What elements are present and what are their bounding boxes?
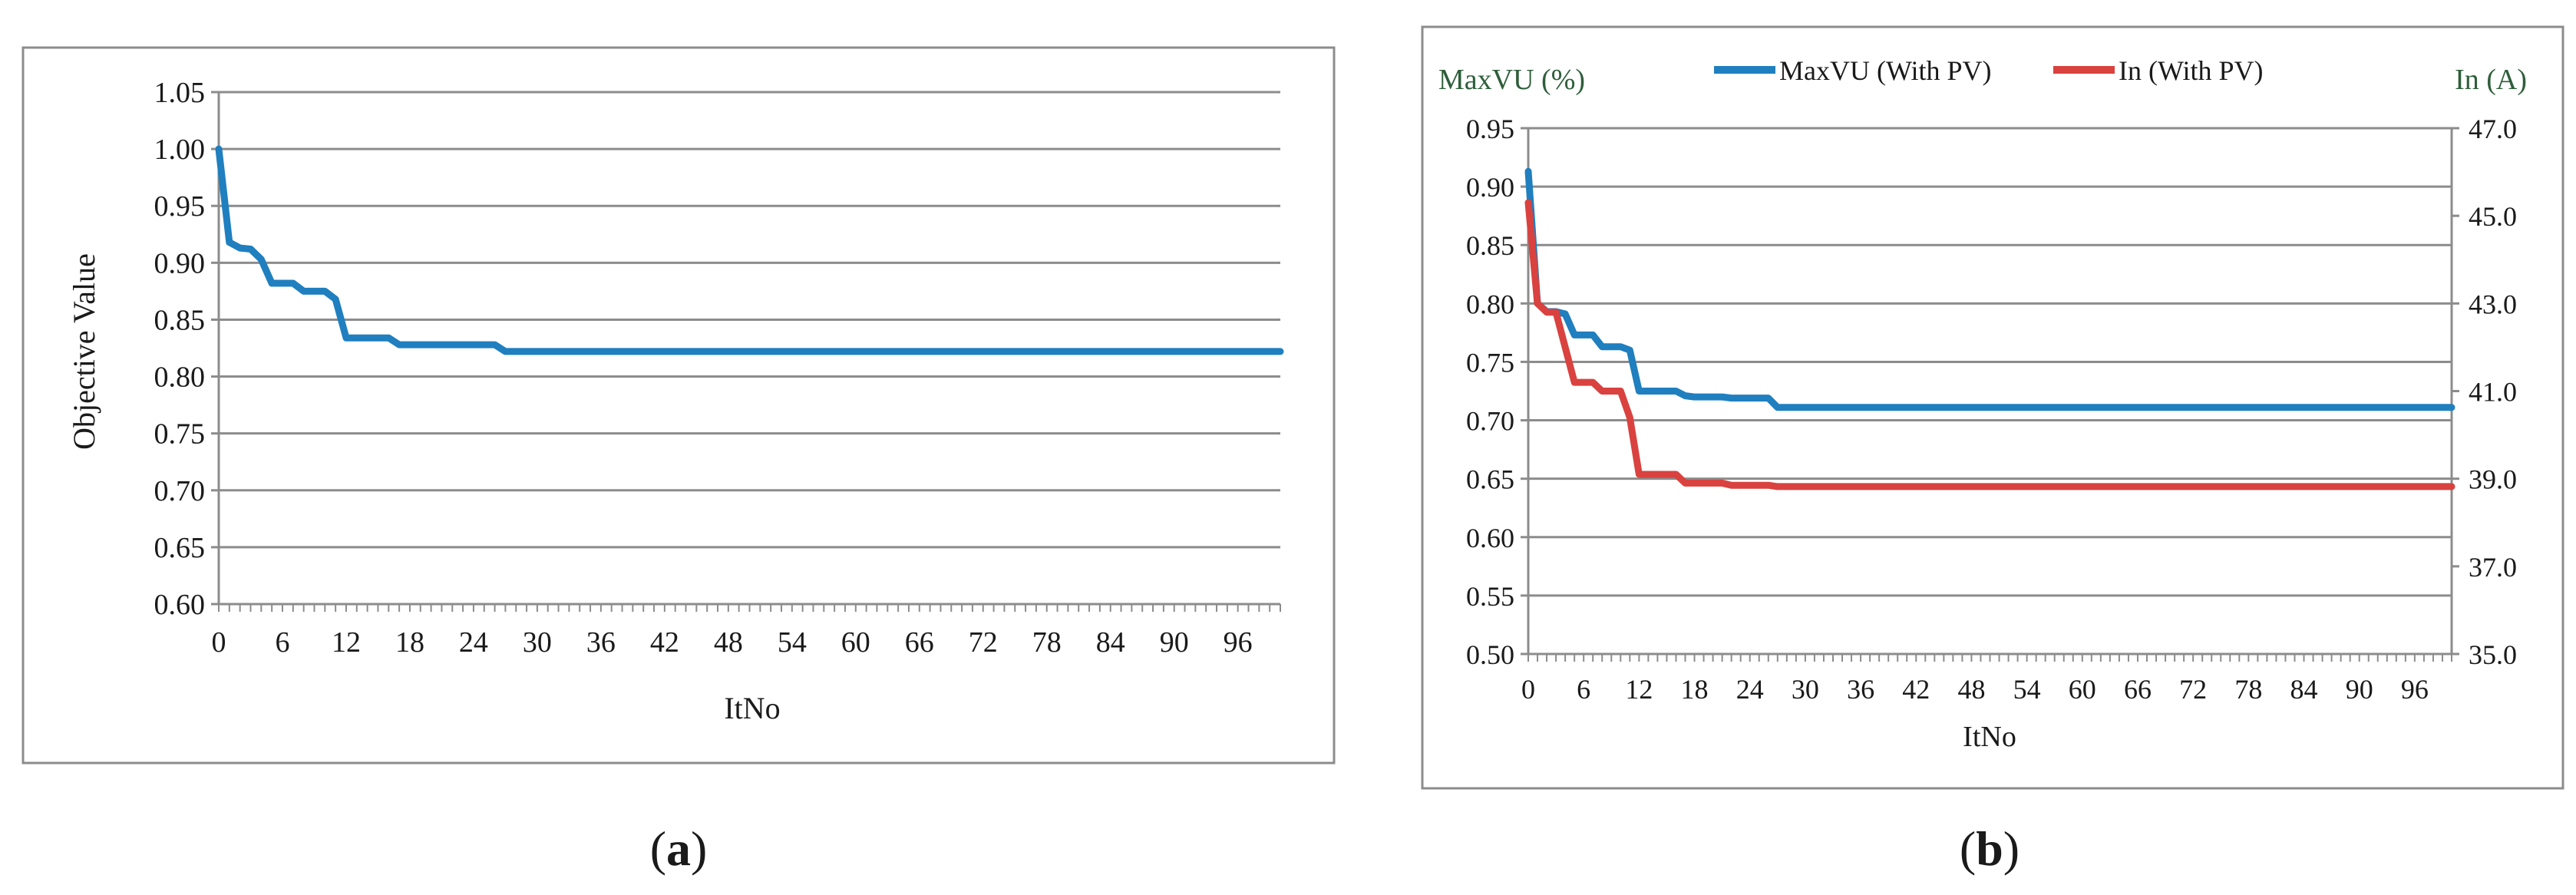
x-tick-label: 12 bbox=[332, 626, 361, 659]
series-line-objective-value bbox=[215, 145, 1284, 355]
x-tick-label: 36 bbox=[1847, 674, 1874, 705]
x-tick-label: 12 bbox=[1625, 674, 1653, 705]
y-tick-label: 0.70 bbox=[154, 475, 206, 507]
y-right-tick-label: 37.0 bbox=[2469, 552, 2517, 583]
x-tick-label: 42 bbox=[1902, 674, 1930, 705]
y-tick-label: 0.90 bbox=[1466, 172, 1514, 203]
panel-label-a: (a) bbox=[650, 821, 708, 876]
x-tick-label: 48 bbox=[714, 626, 743, 659]
x-tick-label: 36 bbox=[586, 626, 616, 659]
x-tick-label: 72 bbox=[969, 626, 998, 659]
x-tick-label: 66 bbox=[905, 626, 934, 659]
x-tick-label: 54 bbox=[778, 626, 807, 659]
x-tick-label: 78 bbox=[1032, 626, 1062, 659]
y-tick-label: 1.00 bbox=[154, 134, 206, 166]
x-tick-label: 30 bbox=[523, 626, 552, 659]
y-tick-label: 0.65 bbox=[154, 532, 206, 564]
panel-b-left-axis-title: MaxVU (%) bbox=[1438, 64, 1585, 96]
panel-b: 0.50 0.55 0.60 0.65 0.70 0.75 0.80 0.85 0.90 0.95… bbox=[1421, 25, 2564, 790]
panel-label-b: (b) bbox=[1960, 821, 2020, 876]
x-tick-label: 60 bbox=[841, 626, 870, 659]
y-tick-label: 0.65 bbox=[1466, 464, 1514, 495]
x-tick-label: 60 bbox=[2069, 674, 2096, 705]
panel-b-right-y-tick-labels: 35.0 37.0 39.0 41.0 43.0 45.0 47.0 bbox=[2469, 114, 2517, 670]
x-tick-label: 0 bbox=[212, 626, 226, 659]
panel-label-a-letter: a bbox=[666, 821, 691, 876]
y-tick-label: 0.90 bbox=[154, 247, 206, 279]
x-tick-label: 24 bbox=[459, 626, 488, 659]
y-right-tick-label: 47.0 bbox=[2469, 114, 2517, 144]
y-tick-label: 0.95 bbox=[154, 190, 206, 223]
panel-a-x-tick-labels: 0 6 12 18 24 30 36 42 48 54 60 66 72 78 84 90 96 bbox=[212, 626, 1253, 659]
y-tick-label: 0.50 bbox=[1466, 639, 1514, 670]
y-tick-label: 0.95 bbox=[1466, 114, 1514, 144]
legend-label-in: In (With PV) bbox=[2119, 55, 2264, 86]
x-tick-label: 78 bbox=[2234, 674, 2262, 705]
y-tick-label: 1.05 bbox=[154, 77, 206, 109]
panel-b-right-axis-title: In (A) bbox=[2455, 64, 2527, 96]
y-right-tick-label: 39.0 bbox=[2469, 464, 2517, 495]
x-tick-label: 96 bbox=[1224, 626, 1253, 659]
x-tick-label: 84 bbox=[2290, 674, 2318, 705]
x-tick-label: 90 bbox=[2346, 674, 2373, 705]
panel-a-x-axis-title: ItNo bbox=[724, 691, 780, 725]
panel-a-frame bbox=[21, 46, 1336, 765]
x-tick-label: 72 bbox=[2179, 674, 2207, 705]
panel-label-b-letter: b bbox=[1976, 821, 2003, 876]
x-tick-label: 96 bbox=[2401, 674, 2429, 705]
x-tick-label: 84 bbox=[1096, 626, 1125, 659]
x-tick-label: 18 bbox=[395, 626, 424, 659]
panel-b-x-axis-title: ItNo bbox=[1963, 721, 2016, 753]
x-tick-label: 66 bbox=[2124, 674, 2152, 705]
panel-b-gridlines bbox=[1521, 127, 2459, 662]
x-tick-label: 24 bbox=[1736, 674, 1764, 705]
y-tick-label: 0.75 bbox=[1466, 347, 1514, 378]
y-tick-label: 0.75 bbox=[154, 418, 206, 451]
y-tick-label: 0.85 bbox=[154, 304, 206, 336]
y-tick-label: 0.85 bbox=[1466, 230, 1514, 261]
x-tick-label: 48 bbox=[1957, 674, 1985, 705]
panel-b-series bbox=[1524, 167, 2455, 490]
x-tick-label: 18 bbox=[1681, 674, 1709, 705]
y-right-tick-label: 41.0 bbox=[2469, 377, 2517, 408]
y-tick-label: 0.60 bbox=[1466, 523, 1514, 553]
y-right-tick-label: 35.0 bbox=[2469, 639, 2517, 670]
x-tick-label: 6 bbox=[1577, 674, 1590, 705]
x-tick-label: 42 bbox=[650, 626, 679, 659]
series-line-maxvu-with-pv bbox=[1524, 167, 2455, 411]
x-tick-label: 90 bbox=[1160, 626, 1189, 659]
panel-a: 0.60 0.65 0.70 0.75 0.80 0.85 0.90 0.95 1.00 1.05… bbox=[21, 46, 1336, 765]
panel-a-y-axis-title: Objective Value bbox=[67, 253, 101, 450]
legend-label-maxvu: MaxVU (With PV) bbox=[1779, 55, 1992, 86]
x-tick-label: 30 bbox=[1792, 674, 1819, 705]
x-tick-label: 0 bbox=[1521, 674, 1535, 705]
y-tick-label: 0.55 bbox=[1466, 581, 1514, 612]
x-tick-label: 54 bbox=[2013, 674, 2041, 705]
panel-b-legend: MaxVU (With PV) In (With PV) bbox=[1714, 55, 2264, 86]
y-tick-label: 0.60 bbox=[154, 589, 206, 621]
y-tick-label: 0.80 bbox=[154, 362, 206, 394]
y-right-tick-label: 43.0 bbox=[2469, 289, 2517, 319]
y-right-tick-label: 45.0 bbox=[2469, 201, 2517, 232]
panel-a-y-tick-labels: 0.60 0.65 0.70 0.75 0.80 0.85 0.90 0.95 1.00 1.05 bbox=[154, 77, 206, 621]
series-line-in-with-pv bbox=[1524, 199, 2455, 490]
x-tick-label: 6 bbox=[275, 626, 289, 659]
panel-b-left-y-tick-labels: 0.50 0.55 0.60 0.65 0.70 0.75 0.80 0.85 0.90 0.95 bbox=[1466, 114, 1514, 670]
y-tick-label: 0.80 bbox=[1466, 289, 1514, 319]
y-tick-label: 0.70 bbox=[1466, 406, 1514, 437]
panel-a-series bbox=[215, 145, 1284, 355]
panel-b-x-tick-labels: 0 6 12 18 24 30 36 42 48 54 60 66 72 78 84 90 96 bbox=[1521, 674, 2429, 705]
